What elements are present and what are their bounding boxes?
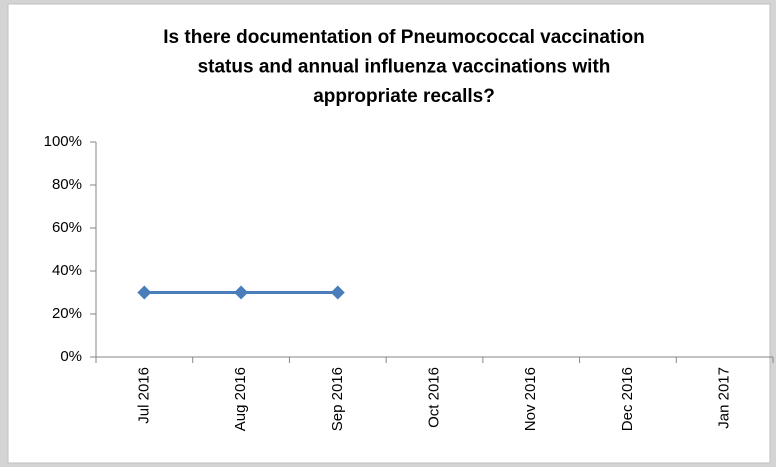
x-tick-label: Oct 2016 [425, 367, 442, 428]
x-tick-label: Jan 2017 [716, 367, 733, 429]
chart-title: Is there documentation of Pneumococcal v… [163, 27, 644, 48]
data-point [137, 285, 152, 300]
y-tick-label: 100% [44, 133, 82, 150]
x-tick-label: Sep 2016 [329, 367, 346, 431]
x-tick-label: Jul 2016 [135, 367, 152, 424]
x-tick-label: Dec 2016 [619, 367, 636, 431]
data-point [330, 285, 345, 300]
chart-title: status and annual influenza vaccinations… [198, 57, 611, 78]
x-tick-label: Nov 2016 [522, 367, 539, 431]
y-tick-label: 0% [60, 348, 82, 365]
chart-area [7, 3, 771, 464]
chart-title: appropriate recalls? [313, 86, 495, 107]
y-tick-label: 40% [52, 262, 82, 279]
x-tick-label: Aug 2016 [232, 367, 249, 431]
data-point [234, 285, 249, 300]
y-tick-label: 60% [52, 219, 82, 236]
y-tick-label: 20% [52, 305, 82, 322]
y-tick-label: 80% [52, 176, 82, 193]
